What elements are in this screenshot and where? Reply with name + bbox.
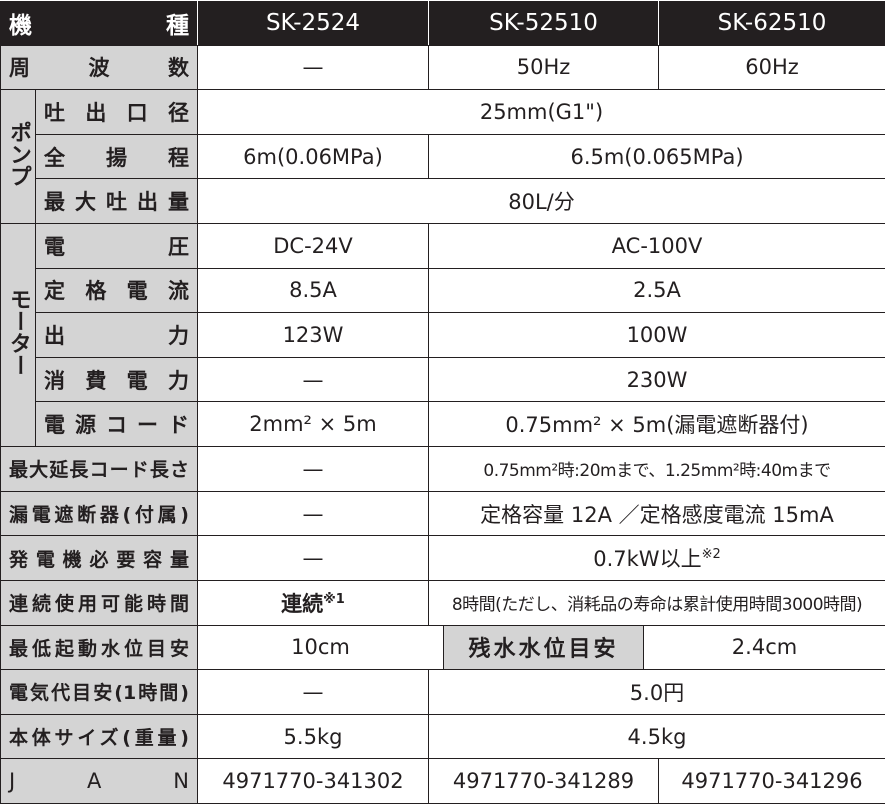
row-label: 出 力 xyxy=(35,312,198,358)
row-label: J A N xyxy=(0,758,198,804)
row-label: 電 圧 xyxy=(35,223,198,269)
cell: — xyxy=(197,669,429,715)
row-label: 電源コード xyxy=(35,401,198,448)
table-row: 最大吐出量 80L/分 xyxy=(1,178,885,225)
table-row: 最大延長コード長さ — 0.75mm²時:20mまで、1.25mm²時:40mま… xyxy=(0,446,885,492)
cell: AC-100V xyxy=(428,223,885,269)
table-row: ポンプ 吐出口径 25mm(G1") xyxy=(0,89,885,225)
cell: — xyxy=(197,535,429,581)
table-row: J A N 4971770-341302 4971770-341289 4971… xyxy=(0,758,885,804)
cell: — xyxy=(197,356,429,403)
cell: 5.0円 xyxy=(428,669,885,715)
value: 連続 xyxy=(281,591,324,616)
cell: 80L/分 xyxy=(197,178,885,225)
model-label: 機 種 xyxy=(0,0,198,46)
cell: 0.7kW以上※2 xyxy=(428,535,885,581)
cell: 6.5m(0.065MPa) xyxy=(428,133,885,180)
row-label: 全 揚 程 xyxy=(35,133,198,180)
cell: 5.5kg xyxy=(197,713,429,760)
row-label: 定格電流 xyxy=(35,267,198,314)
group-text: モーター xyxy=(6,288,31,377)
table-row: 出 力 123W 100W xyxy=(1,312,885,358)
cell: 8.5A xyxy=(197,267,429,314)
header-row: 機 種 SK-2524 SK-52510 SK-62510 xyxy=(0,0,885,46)
table-row: 漏電遮断器(付属) — 定格容量 12A ／定格感度電流 15mA xyxy=(0,490,885,537)
row-label: 本体サイズ(重量) xyxy=(0,713,198,760)
cell: 2mm² × 5m xyxy=(197,401,429,448)
cell: 10cm xyxy=(197,624,444,671)
cell: 123W xyxy=(197,312,429,358)
cell: 25mm(G1") xyxy=(197,89,885,135)
table-row: モーター 電 圧 DC-24V AC-100V xyxy=(0,223,885,448)
table-row: 本体サイズ(重量) 5.5kg 4.5kg xyxy=(0,713,885,760)
row-label: 連続使用可能時間 xyxy=(0,579,198,626)
row-label: 消費電力 xyxy=(35,356,198,403)
cell: 2.5A xyxy=(428,267,885,314)
cell: 2.4cm xyxy=(643,624,885,671)
table-row: 電源コード 2mm² × 5m 0.75mm² × 5m(漏電遮断器付) xyxy=(1,401,885,448)
cell: 230W xyxy=(428,356,885,403)
cell: 0.75mm² × 5m(漏電遮断器付) xyxy=(428,401,885,448)
cell: 8時間(ただし、消耗品の寿命は累計使用時間3000時間) xyxy=(428,579,885,626)
cell: — xyxy=(197,490,429,537)
row-label: 漏電遮断器(付属) xyxy=(0,490,198,537)
table-row: 電気代目安(1時間) — 5.0円 xyxy=(0,669,885,715)
footnote-mark: ※2 xyxy=(701,547,721,563)
row-label: 最低起動水位目安 xyxy=(0,624,198,671)
table-row: 最低起動水位目安 10cm 残水水位目安 2.4cm xyxy=(0,624,885,671)
cell: 60Hz xyxy=(658,44,885,91)
table-row: 連続使用可能時間 連続※1 8時間(ただし、消耗品の寿命は累計使用時間3000時… xyxy=(0,579,885,626)
model-sk-2524: SK-2524 xyxy=(197,0,429,46)
cell: 100W xyxy=(428,312,885,358)
table-row: 周 波 数 — 50Hz 60Hz xyxy=(0,44,885,91)
model-sk-52510: SK-52510 xyxy=(428,0,659,46)
cell: — xyxy=(197,44,429,91)
table-row: 定格電流 8.5A 2.5A xyxy=(1,267,885,314)
group-label-pump: ポンプ xyxy=(0,89,36,225)
row-label: 吐出口径 xyxy=(35,89,198,135)
cell: 0.75mm²時:20mまで、1.25mm²時:40mまで xyxy=(428,446,885,492)
footnote-mark: ※1 xyxy=(323,591,345,607)
group-label-motor: モーター xyxy=(0,223,36,448)
cell: 50Hz xyxy=(428,44,659,91)
table-row: 全 揚 程 6m(0.06MPa) 6.5m(0.065MPa) xyxy=(1,133,885,180)
cell: 4971770-341302 xyxy=(197,758,429,804)
row-label: 最大延長コード長さ xyxy=(0,446,198,492)
table-row: 発電機必要容量 — 0.7kW以上※2 xyxy=(0,535,885,581)
cell: — xyxy=(197,446,429,492)
row-label: 周 波 数 xyxy=(0,44,198,91)
cell: 6m(0.06MPa) xyxy=(197,133,429,180)
cell: DC-24V xyxy=(197,223,429,269)
value: 0.7kW以上 xyxy=(593,547,702,572)
row-label: 電気代目安(1時間) xyxy=(0,669,198,715)
cell: 4.5kg xyxy=(428,713,885,760)
table-row: 消費電力 — 230W xyxy=(1,356,885,403)
cell: 連続※1 xyxy=(197,579,429,626)
group-text: ポンプ xyxy=(6,120,31,187)
cell: 4971770-341289 xyxy=(428,758,659,804)
cell: 定格容量 12A ／定格感度電流 15mA xyxy=(428,490,885,537)
model-sk-62510: SK-62510 xyxy=(658,0,885,46)
cell: 4971770-341296 xyxy=(658,758,885,804)
row-label: 最大吐出量 xyxy=(35,178,198,225)
sub-label: 残水水位目安 xyxy=(443,624,644,671)
row-label: 発電機必要容量 xyxy=(0,535,198,581)
